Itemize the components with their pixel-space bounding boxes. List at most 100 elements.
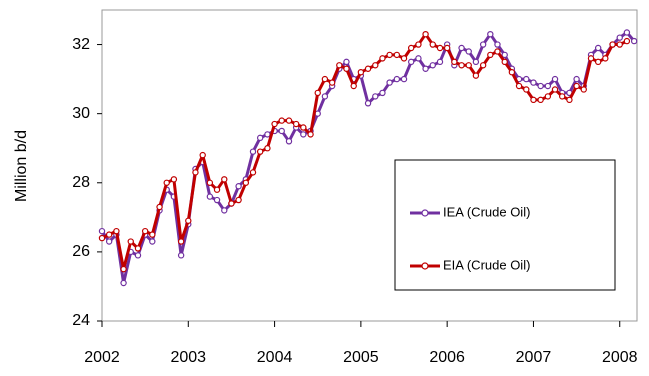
data-point [321,93,329,100]
legend-marker [421,262,429,270]
data-point [530,79,537,86]
data-point [616,41,623,48]
data-point [206,179,214,186]
data-point [393,51,401,59]
data-point [213,196,221,204]
data-point [285,117,293,124]
legend-label: EIA (Crude Oil) [443,257,530,272]
legend-label: IEA (Crude Oil) [443,204,530,219]
data-point [508,68,516,76]
data-point [141,227,149,235]
data-point [98,234,106,242]
x-tick-label: 2006 [429,349,465,366]
data-point [199,151,206,159]
data-point [443,44,451,52]
data-point [465,48,472,55]
data-point [523,75,530,83]
data-point [300,131,307,138]
data-point [458,62,465,69]
data-point [501,58,508,66]
data-point [206,193,214,200]
legend-marker [421,209,429,217]
data-point [328,79,336,86]
data-point [407,58,415,66]
data-point [271,120,278,128]
data-point [163,179,170,186]
data-point [98,227,106,235]
data-point [429,41,436,48]
data-point [134,252,142,259]
data-point [415,41,422,48]
data-point [436,58,444,66]
data-point [242,179,250,186]
data-point [364,65,372,72]
data-point [479,62,487,69]
data-point [623,29,631,36]
data-point [551,75,559,83]
data-point [487,51,494,59]
data-point [264,145,271,152]
data-point [436,44,444,52]
data-point [228,200,235,207]
data-point [494,41,501,48]
data-point [192,169,199,176]
data-point [307,131,314,138]
x-tick-label: 2002 [84,349,120,366]
data-point [120,279,127,287]
data-point [249,169,257,176]
data-point [170,176,178,183]
data-point [451,58,458,66]
data-point [127,238,134,245]
data-point [379,55,386,62]
data-point [587,55,595,62]
data-point [221,176,228,183]
data-point [213,186,221,193]
data-point [357,68,365,76]
data-point [343,58,350,66]
data-point [501,51,508,59]
data-point [120,265,127,273]
legend-box [394,159,616,291]
y-tick-label: 28 [72,174,90,191]
data-point [379,89,386,97]
data-point [487,30,494,38]
x-tick-label: 2004 [257,349,293,366]
data-point [321,75,329,83]
data-point [149,238,156,245]
data-point [458,44,465,52]
data-point [422,30,429,38]
x-tick-label: 2003 [170,349,206,366]
y-axis-label: Million b/d [13,130,30,202]
y-tick-label: 24 [72,312,90,329]
data-point [558,93,566,100]
data-point [523,86,530,93]
data-point [515,82,523,90]
data-point [393,75,401,83]
x-tick-label: 2008 [602,349,638,366]
data-point [386,51,393,59]
data-point [300,124,307,131]
data-point [113,227,120,235]
data-point [264,131,271,138]
data-point [386,79,393,86]
data-point [566,96,573,104]
data-point [221,207,228,214]
x-tick-label: 2007 [516,349,552,366]
data-point [185,217,192,224]
y-tick-label: 30 [72,105,90,122]
data-point [630,37,638,45]
data-point [472,72,480,79]
y-tick-label: 32 [72,36,90,53]
y-tick-label: 26 [72,243,90,260]
data-point [472,58,480,66]
plot-frame [101,9,638,322]
data-point [177,238,185,245]
data-point [465,62,472,69]
data-point [372,93,379,100]
data-point [285,138,293,145]
data-point [407,44,415,52]
data-point [372,62,379,69]
data-point [544,93,552,100]
data-point [156,203,163,211]
